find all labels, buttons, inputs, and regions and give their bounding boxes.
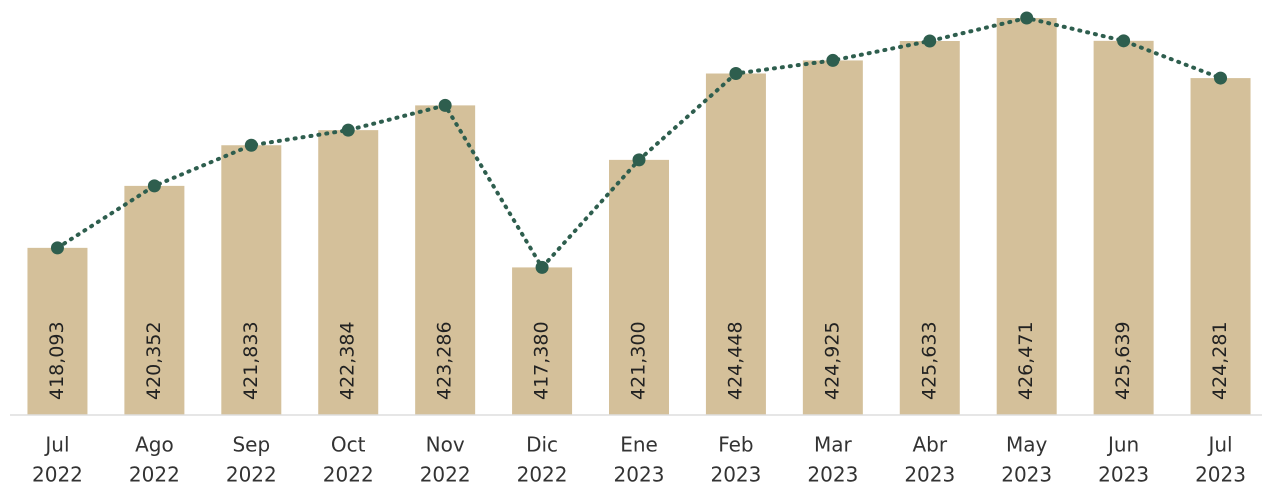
- trend-point: [1020, 11, 1034, 25]
- x-tick-label: Oct: [331, 433, 366, 457]
- x-tick-label: May: [1006, 433, 1048, 457]
- x-tick-label: 2023: [614, 463, 665, 487]
- trend-point: [244, 138, 258, 152]
- trend-point: [50, 241, 64, 255]
- x-tick-label: Mar: [814, 433, 853, 457]
- trend-point: [1117, 34, 1131, 48]
- value-label: 425,633: [918, 321, 940, 400]
- trend-point: [438, 98, 452, 112]
- x-tick-label: 2022: [517, 463, 568, 487]
- x-tick-label: 2023: [904, 463, 955, 487]
- value-label: 421,300: [628, 321, 650, 400]
- trend-point: [1214, 71, 1228, 85]
- bar: [1190, 78, 1251, 415]
- value-label: 424,281: [1209, 321, 1231, 400]
- trend-point: [341, 123, 355, 137]
- x-tick-label: Abr: [912, 433, 947, 457]
- x-tick-label: Ago: [135, 433, 174, 457]
- value-label: 420,352: [143, 321, 165, 400]
- bar: [996, 18, 1057, 415]
- trend-point: [535, 260, 549, 274]
- bar: [802, 60, 863, 416]
- bar: [1093, 40, 1154, 416]
- value-label: 423,286: [434, 321, 456, 400]
- trend-point: [147, 179, 161, 193]
- x-tick-label: Dic: [526, 433, 558, 457]
- bar: [512, 267, 573, 415]
- x-tick-label: 2022: [420, 463, 471, 487]
- x-tick-label: Jul: [1206, 433, 1232, 457]
- x-tick-label: Sep: [232, 433, 270, 457]
- value-label: 422,384: [337, 321, 359, 400]
- x-tick-label: Feb: [718, 433, 753, 457]
- value-label: 421,833: [240, 321, 262, 400]
- bar: [124, 185, 185, 415]
- x-tick-label: 2022: [32, 463, 83, 487]
- x-tick-label: 2022: [323, 463, 374, 487]
- x-tick-label: Ene: [620, 433, 658, 457]
- value-label: 426,471: [1015, 321, 1037, 400]
- value-label: 418,093: [46, 321, 68, 400]
- x-tick-label: 2023: [1001, 463, 1052, 487]
- bar: [899, 41, 960, 415]
- x-tick-label: 2023: [710, 463, 761, 487]
- x-tick-label: Jul: [43, 433, 69, 457]
- x-tick-label: 2023: [1195, 463, 1246, 487]
- bar: [705, 73, 766, 416]
- trend-point: [632, 153, 646, 167]
- value-label: 425,639: [1112, 321, 1134, 400]
- bar: [318, 130, 379, 415]
- x-tick-label: Nov: [426, 433, 465, 457]
- trend-point: [923, 34, 937, 48]
- value-label: 424,448: [724, 321, 746, 400]
- bar: [221, 145, 282, 415]
- x-tick-label: 2022: [129, 463, 180, 487]
- x-tick-label: Jun: [1106, 433, 1139, 457]
- x-tick-label: 2023: [1098, 463, 1149, 487]
- x-tick-label: 2023: [807, 463, 858, 487]
- x-tick-label: 2022: [226, 463, 277, 487]
- trend-point: [826, 53, 840, 67]
- bar: [609, 159, 669, 415]
- bar: [27, 247, 88, 415]
- bar: [415, 105, 476, 416]
- value-label: 424,925: [821, 321, 843, 400]
- value-label: 417,380: [531, 321, 553, 400]
- trend-point: [729, 67, 743, 81]
